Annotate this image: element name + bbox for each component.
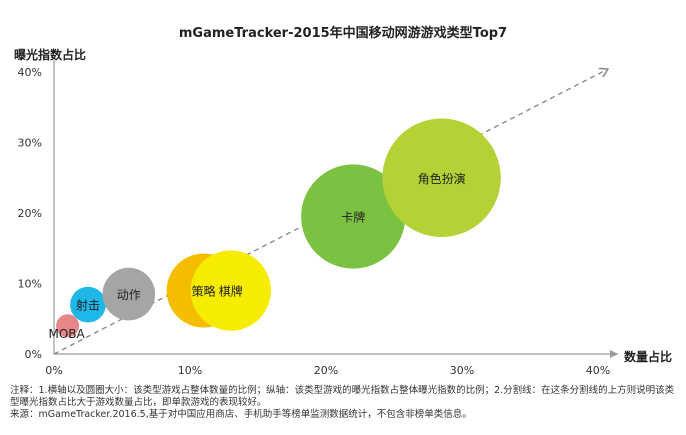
x-axis-label: 数量占比 [624,350,673,364]
x-tick-label: 10% [178,364,202,377]
y-tick-label: 40% [18,66,42,79]
x-tick-label: 30% [450,364,474,377]
y-tick-label: 10% [18,278,42,291]
bubble-label: 棋牌 [219,285,243,299]
bubble-label: 动作 [117,288,141,302]
y-tick-label: 0% [25,348,42,361]
bubble-角色扮演 [382,118,501,237]
bubble-label: 角色扮演 [418,171,466,186]
x-tick-label: 0% [45,364,62,377]
y-tick-label: 30% [18,137,42,150]
x-tick-label: 40% [586,364,610,377]
chart-title: mGameTracker-2015年中国移动网游游戏类型Top7 [178,26,508,41]
bubble-棋牌 [190,250,271,331]
footnote-note: 注释：1.横轴以及圆圈大小：该类型游戏占整体数量的比例；纵轴：该类型游戏的曝光指… [10,385,675,408]
x-tick-label: 20% [314,364,338,377]
footnote-source: 来源：mGameTracker.2016.5,基于对中国应用商店、手机助手等榜单… [10,409,472,420]
bubble-卡牌 [301,164,406,269]
bubble-动作 [102,267,156,321]
bubble-label: 策略 [192,284,216,299]
bubble-label: MOBA [48,327,85,341]
y-tick-label: 20% [18,207,42,220]
bubble-MOBA [56,314,80,338]
bubble-射击 [70,286,106,323]
y-axis-label: 曝光指数占比 [14,48,87,62]
bubble-label: 卡牌 [341,211,365,225]
bubble-label: 射击 [76,298,100,313]
